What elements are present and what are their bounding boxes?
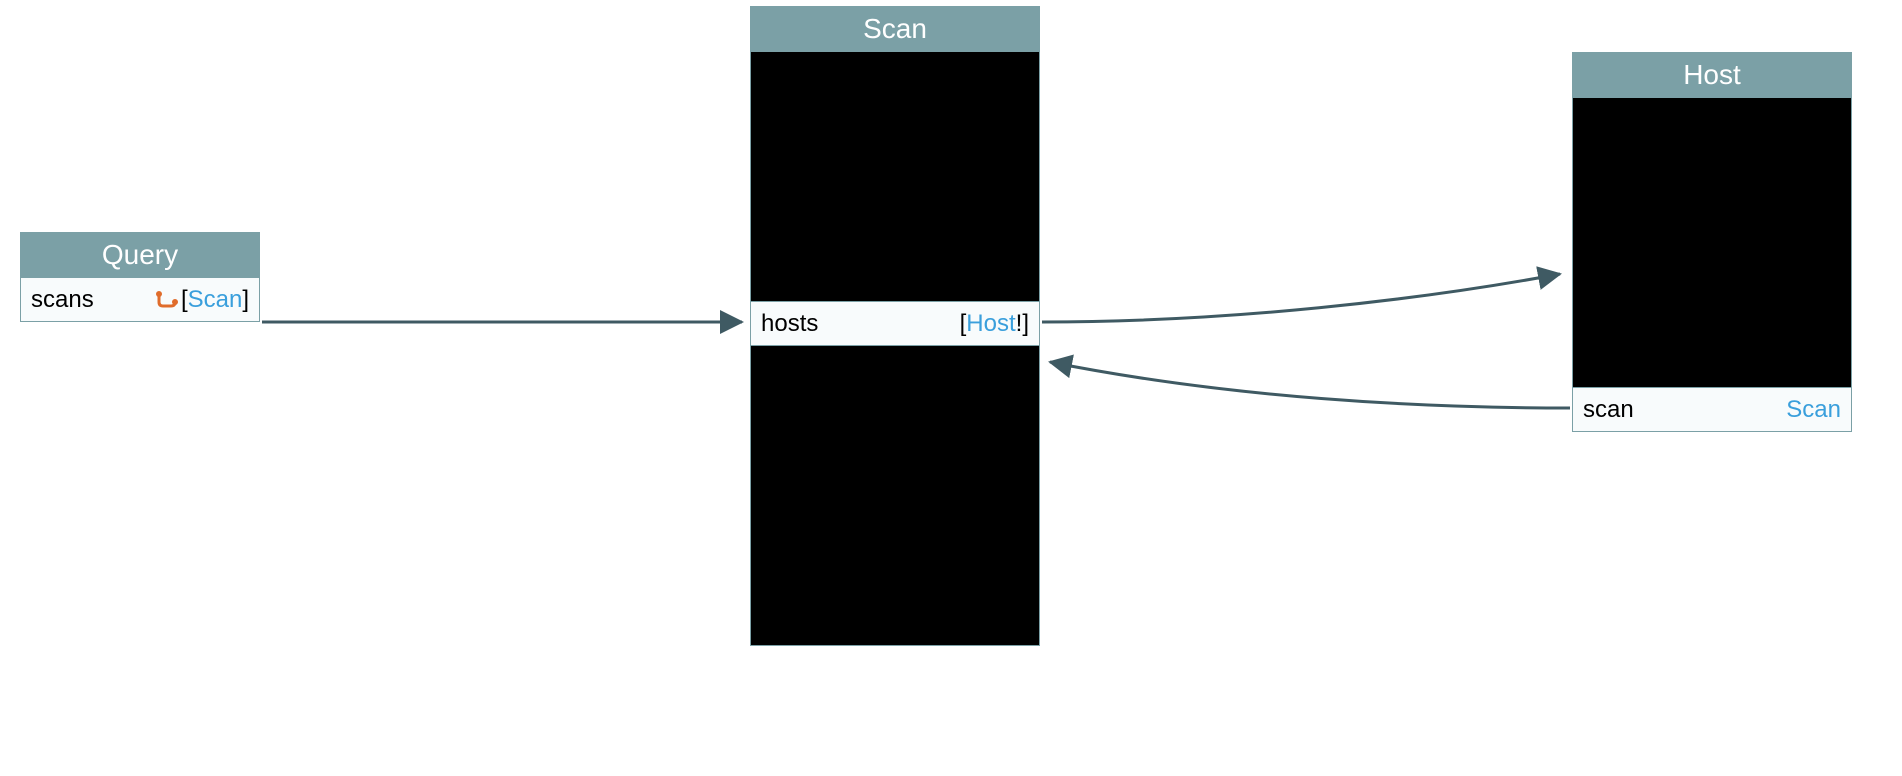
edge (1050, 362, 1570, 408)
field-name: hosts (761, 310, 818, 338)
redacted-block (1573, 97, 1851, 387)
field-scan[interactable]: scan Scan (1573, 387, 1851, 431)
node-title: Host (1573, 53, 1851, 97)
field-type[interactable]: [Scan] (155, 286, 249, 314)
redacted-block (751, 51, 1039, 301)
field-name: scan (1583, 396, 1634, 424)
node-title: Scan (751, 7, 1039, 51)
node-title: Query (21, 233, 259, 277)
redacted-block (751, 345, 1039, 645)
edge (1042, 274, 1560, 322)
node-query: Queryscans [Scan] (20, 232, 260, 322)
field-hosts[interactable]: hosts [Host!] (751, 301, 1039, 345)
route-icon (155, 286, 181, 313)
field-scans[interactable]: scans [Scan] (21, 277, 259, 321)
field-type[interactable]: [Host!] (960, 310, 1029, 338)
field-type[interactable]: Scan (1786, 396, 1841, 424)
field-name: scans (31, 286, 94, 314)
node-host: Host scan Scan (1572, 52, 1852, 432)
node-scan: Scan hosts [Host!] (750, 6, 1040, 646)
